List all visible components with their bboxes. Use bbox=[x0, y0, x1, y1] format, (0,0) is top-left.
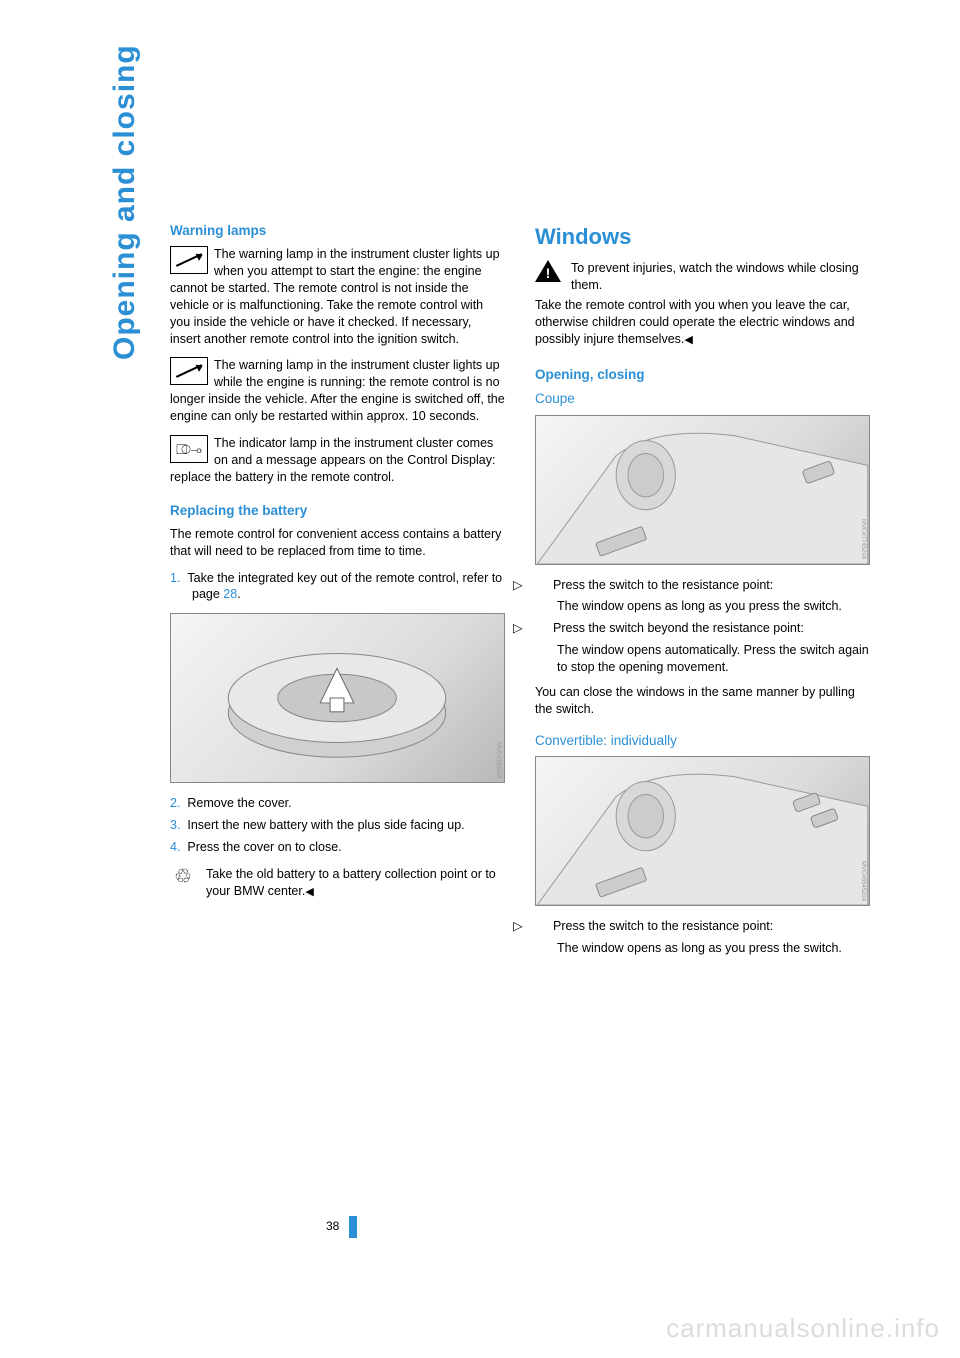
heading-warning-lamps: Warning lamps bbox=[170, 222, 505, 240]
step-3-text: Insert the new battery with the plus sid… bbox=[187, 818, 464, 832]
step-2: 2. Remove the cover. bbox=[170, 795, 505, 812]
step-4: 4. Press the cover on to close. bbox=[170, 839, 505, 856]
step-4-text: Press the cover on to close. bbox=[187, 840, 341, 854]
figure-code: MVC#7745204 bbox=[859, 519, 867, 559]
end-mark-icon: ◀ bbox=[684, 334, 692, 346]
triangle-bullet-icon: ▷ bbox=[535, 577, 553, 594]
coupe-bullet-1-body: The window opens as long as you press th… bbox=[535, 598, 870, 615]
warning-text-1: The warning lamp in the instrument clust… bbox=[170, 247, 500, 345]
right-column: Windows To prevent injuries, watch the w… bbox=[535, 222, 870, 962]
step-1-text-post: . bbox=[237, 587, 240, 601]
warning-text-2: The warning lamp in the instrument clust… bbox=[170, 358, 505, 423]
windows-warning-text: To prevent injuries, watch the windows w… bbox=[571, 261, 859, 292]
step-number: 4. bbox=[170, 840, 187, 854]
conv-b1-title: Press the switch to the resistance point… bbox=[553, 919, 773, 933]
figure-code: MVC#185204 bbox=[494, 742, 502, 779]
step-2-text: Remove the cover. bbox=[187, 796, 291, 810]
coupe-bullet-2-body: The window opens automatically. Press th… bbox=[535, 642, 870, 676]
step-1: 1. Take the integrated key out of the re… bbox=[170, 570, 505, 604]
heading-coupe: Coupe bbox=[535, 390, 870, 408]
coupe-b1-title: Press the switch to the resistance point… bbox=[553, 578, 773, 592]
figure-remote-control: MVC#185204 bbox=[170, 613, 505, 783]
warning-triangle-icon bbox=[535, 260, 561, 282]
remote-battery-icon: ⎄⊸ bbox=[170, 435, 208, 463]
coupe-illustration bbox=[536, 416, 869, 564]
heading-opening-closing: Opening, closing bbox=[535, 366, 870, 384]
figure-coupe-switch: MVC#7745204 bbox=[535, 415, 870, 565]
end-mark-icon: ◀ bbox=[305, 886, 313, 898]
coupe-bullet-2: ▷Press the switch beyond the resistance … bbox=[535, 620, 870, 637]
step-number: 2. bbox=[170, 796, 187, 810]
page-number-text: 38 bbox=[326, 1219, 339, 1233]
coupe-b2-title: Press the switch beyond the resistance p… bbox=[553, 621, 804, 635]
warning-block-3: ⎄⊸ The indicator lamp in the instrument … bbox=[170, 435, 505, 486]
figure-code: MVC#8545204 bbox=[859, 861, 867, 901]
heading-replacing-battery: Replacing the battery bbox=[170, 502, 505, 520]
page-content: Warning lamps The warning lamp in the in… bbox=[170, 222, 870, 962]
step-3: 3. Insert the new battery with the plus … bbox=[170, 817, 505, 834]
coupe-close-text: You can close the windows in the same ma… bbox=[535, 684, 870, 718]
left-column: Warning lamps The warning lamp in the in… bbox=[170, 222, 505, 962]
coupe-bullet-1: ▷Press the switch to the resistance poin… bbox=[535, 577, 870, 594]
warning-block-2: The warning lamp in the instrument clust… bbox=[170, 357, 505, 425]
key-warning-icon bbox=[170, 246, 208, 274]
heading-windows: Windows bbox=[535, 222, 870, 252]
conv-bullet-1-body: The window opens as long as you press th… bbox=[535, 940, 870, 957]
page-number: 38 bbox=[326, 1216, 357, 1238]
conv-bullet-1: ▷Press the switch to the resistance poin… bbox=[535, 918, 870, 935]
recycle-text: Take the old battery to a battery collec… bbox=[206, 867, 496, 898]
windows-warning-text-2-span: Take the remote control with you when yo… bbox=[535, 298, 855, 346]
page-number-bar bbox=[349, 1216, 357, 1238]
recycle-icon: ♲ bbox=[170, 866, 196, 888]
step-number: 1. bbox=[170, 571, 187, 585]
triangle-bullet-icon: ▷ bbox=[535, 620, 553, 637]
key-warning-icon bbox=[170, 357, 208, 385]
recycle-note-block: ♲ Take the old battery to a battery coll… bbox=[170, 866, 505, 900]
step-list: 1. Take the integrated key out of the re… bbox=[170, 570, 505, 604]
step-number: 3. bbox=[170, 818, 187, 832]
figure-convertible-switch: MVC#8545204 bbox=[535, 756, 870, 906]
step-list-cont: 2. Remove the cover. 3. Insert the new b… bbox=[170, 795, 505, 856]
warning-block-1: The warning lamp in the instrument clust… bbox=[170, 246, 505, 347]
windows-warning-text-2: Take the remote control with you when yo… bbox=[535, 297, 870, 348]
replace-intro-text: The remote control for convenient access… bbox=[170, 526, 505, 560]
watermark-text: carmanualsonline.info bbox=[666, 1313, 940, 1344]
section-side-label: Opening and closing bbox=[108, 44, 142, 360]
remote-illustration bbox=[171, 614, 504, 782]
triangle-bullet-icon: ▷ bbox=[535, 918, 553, 935]
heading-convertible: Convertible: individually bbox=[535, 732, 870, 750]
page-ref-link[interactable]: 28 bbox=[223, 587, 237, 601]
windows-warning-block: To prevent injuries, watch the windows w… bbox=[535, 260, 870, 294]
warning-text-3: The indicator lamp in the instrument clu… bbox=[170, 436, 495, 484]
convertible-illustration bbox=[536, 757, 869, 905]
